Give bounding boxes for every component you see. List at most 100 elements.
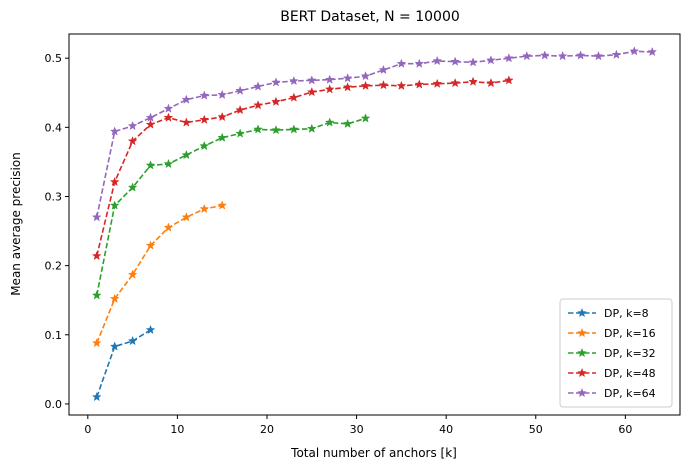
legend: DP, k=8 DP, k=16 DP, k=32 DP, k=48 DP, k=64 bbox=[559, 298, 673, 408]
data-point bbox=[91, 290, 102, 300]
data-point bbox=[450, 77, 460, 88]
data-point bbox=[557, 51, 568, 61]
data-point bbox=[109, 126, 120, 136]
data-point bbox=[235, 85, 245, 95]
data-point bbox=[521, 51, 532, 61]
data-point bbox=[181, 149, 192, 160]
data-point bbox=[378, 80, 389, 90]
y-tick-label: 0.5 bbox=[45, 52, 63, 65]
legend-marker bbox=[577, 307, 587, 318]
data-point bbox=[396, 58, 407, 68]
data-point bbox=[163, 222, 174, 232]
data-point bbox=[127, 335, 138, 346]
data-point bbox=[342, 118, 353, 129]
data-point bbox=[629, 46, 640, 56]
data-point bbox=[217, 132, 228, 142]
x-tick-label: 50 bbox=[529, 423, 543, 436]
data-point bbox=[468, 57, 478, 67]
legend-label: DP, k=64 bbox=[604, 387, 656, 400]
legend-marker bbox=[577, 387, 587, 398]
x-tick-label: 10 bbox=[170, 423, 184, 436]
data-point bbox=[145, 240, 156, 250]
data-point bbox=[91, 391, 102, 402]
x-tick-label: 20 bbox=[260, 423, 274, 436]
data-point bbox=[288, 124, 299, 134]
data-point bbox=[289, 92, 299, 102]
data-point bbox=[145, 324, 156, 335]
data-point bbox=[127, 136, 138, 146]
x-axis-label: Total number of anchors [k] bbox=[290, 446, 457, 460]
data-point bbox=[342, 82, 353, 92]
legend-item: DP, k=8 bbox=[568, 307, 649, 320]
y-tick-label: 0.4 bbox=[45, 121, 63, 134]
legend-marker bbox=[577, 367, 587, 378]
data-point bbox=[109, 293, 120, 303]
data-point bbox=[414, 79, 425, 89]
data-point bbox=[253, 81, 263, 91]
data-point bbox=[468, 76, 478, 86]
series-4 bbox=[91, 75, 514, 261]
x-tick-label: 30 bbox=[350, 423, 364, 436]
data-point bbox=[109, 200, 120, 210]
legend-item: DP, k=64 bbox=[568, 387, 656, 400]
plot-frame bbox=[68, 33, 681, 416]
data-point bbox=[91, 337, 102, 348]
series-line bbox=[96, 204, 223, 344]
data-point bbox=[163, 112, 174, 122]
data-point bbox=[504, 75, 514, 85]
data-point bbox=[306, 75, 317, 85]
data-point bbox=[127, 182, 138, 192]
legend-item: DP, k=48 bbox=[568, 367, 656, 380]
data-point bbox=[181, 94, 192, 104]
data-point bbox=[253, 124, 263, 134]
data-point bbox=[593, 51, 604, 61]
data-point bbox=[181, 117, 192, 127]
data-point bbox=[145, 119, 156, 129]
data-point bbox=[235, 128, 245, 138]
data-point bbox=[486, 55, 496, 65]
series-2 bbox=[91, 200, 228, 348]
legend-box bbox=[559, 298, 673, 408]
data-point bbox=[163, 103, 174, 113]
data-point bbox=[199, 140, 210, 151]
series-line bbox=[95, 79, 510, 257]
data-point bbox=[109, 341, 120, 351]
data-point bbox=[486, 77, 496, 88]
data-point bbox=[127, 269, 138, 279]
data-point bbox=[539, 50, 550, 60]
data-point bbox=[145, 112, 156, 122]
data-point bbox=[199, 114, 210, 124]
data-point bbox=[91, 250, 102, 261]
legend-item: DP, k=32 bbox=[568, 347, 656, 360]
legend-label: DP, k=16 bbox=[604, 327, 656, 340]
data-point bbox=[217, 200, 228, 210]
plot-area bbox=[91, 46, 658, 402]
y-tick-label: 0.3 bbox=[45, 190, 63, 203]
data-point bbox=[360, 71, 371, 81]
series-line bbox=[95, 117, 366, 296]
data-point bbox=[145, 160, 156, 170]
data-point bbox=[432, 78, 443, 88]
series-5 bbox=[91, 46, 658, 222]
data-point bbox=[199, 90, 210, 100]
legend-marker bbox=[577, 347, 587, 358]
series-line bbox=[96, 329, 151, 398]
data-point bbox=[127, 120, 138, 131]
series-1 bbox=[91, 324, 156, 402]
data-point bbox=[342, 73, 353, 83]
legend-item: DP, k=16 bbox=[568, 327, 656, 340]
data-point bbox=[271, 77, 281, 87]
data-point bbox=[109, 176, 120, 187]
series-line bbox=[95, 50, 653, 218]
y-tick-label: 0.1 bbox=[45, 329, 63, 342]
data-point bbox=[611, 49, 622, 59]
data-point bbox=[360, 80, 371, 90]
data-point bbox=[360, 113, 371, 123]
data-point bbox=[289, 75, 299, 86]
data-point bbox=[199, 203, 210, 214]
data-point bbox=[163, 158, 174, 169]
y-tick-label: 0.2 bbox=[45, 260, 63, 273]
x-tick-label: 40 bbox=[439, 423, 453, 436]
data-point bbox=[378, 64, 389, 75]
